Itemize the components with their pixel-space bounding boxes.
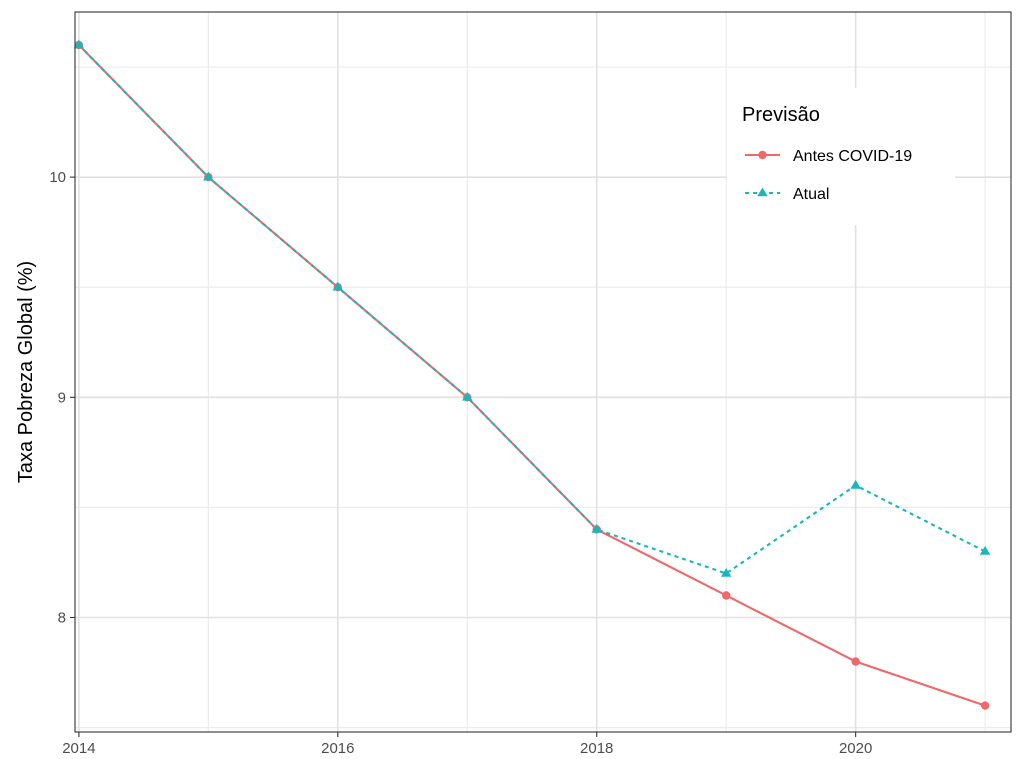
x-tick-label: 2020 — [839, 740, 872, 757]
legend-key-marker — [757, 187, 768, 197]
data-point-atual — [332, 281, 344, 291]
y-tick-label: 9 — [58, 389, 66, 406]
data-point-atual — [462, 391, 473, 401]
data-point-atual — [73, 39, 85, 49]
series-layer — [73, 39, 991, 710]
series-line-atual — [78, 44, 986, 575]
legend-items: Antes COVID-19 Atual — [745, 148, 912, 203]
major-gridlines — [75, 12, 1011, 732]
legend-key-marker — [758, 150, 767, 160]
data-point-atual — [979, 545, 991, 555]
legend-label: Atual — [793, 186, 829, 203]
tick-labels: 2014 2016 2018 2020 8 9 10 — [49, 169, 872, 757]
y-tick-label: 8 — [58, 610, 66, 627]
data-point-atual — [591, 523, 602, 533]
y-axis-title: Taxa Pobreza Global (%) — [15, 261, 37, 483]
legend: Previsão Antes COVID-19 Atual — [727, 88, 955, 225]
data-point-antes-covid-19 — [980, 701, 990, 710]
axis-ticks — [70, 176, 857, 737]
data-point-atual — [720, 567, 732, 577]
x-tick-label: 2016 — [321, 740, 354, 757]
legend-title: Previsão — [742, 104, 820, 126]
data-point-antes-covid-19 — [851, 657, 860, 666]
y-tick-label: 10 — [49, 169, 66, 186]
data-point-atual — [203, 171, 214, 181]
data-point-atual — [850, 479, 861, 489]
legend-label: Antes COVID-19 — [793, 148, 912, 165]
x-tick-label: 2014 — [62, 740, 95, 757]
plot-panel-border — [74, 11, 1012, 733]
x-tick-label: 2018 — [580, 740, 613, 757]
data-point-antes-covid-19 — [721, 591, 731, 600]
